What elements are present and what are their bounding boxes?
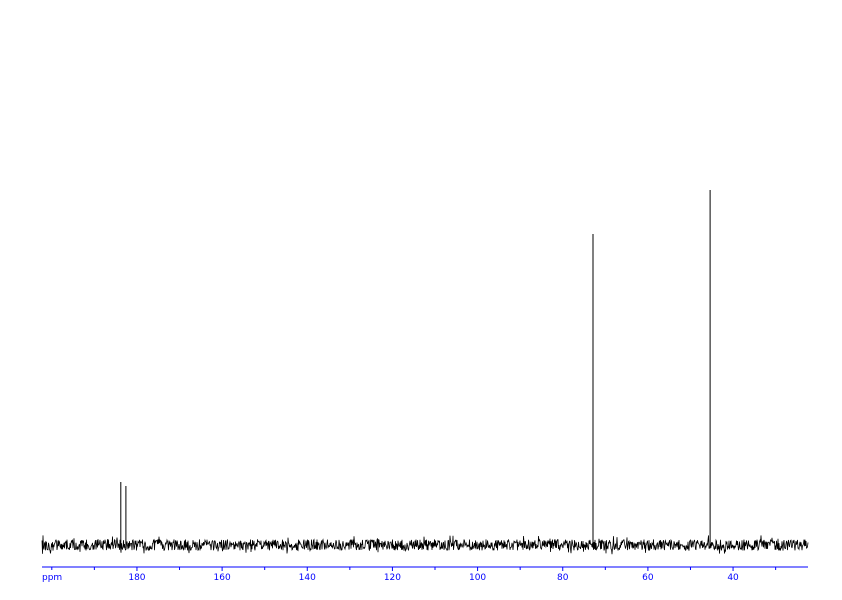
tick-label: 60 — [642, 573, 654, 583]
tick-label: 120 — [384, 573, 401, 583]
tick-label: 140 — [299, 573, 316, 583]
noise-baseline — [41, 535, 809, 555]
tick-label: 180 — [128, 573, 145, 583]
tick-label: 160 — [214, 573, 231, 583]
tick-label: 100 — [469, 573, 486, 583]
tick-label: 40 — [727, 573, 739, 583]
x-axis: 180 160 140 120 100 80 60 40 ppm — [42, 566, 808, 583]
tick-label: 80 — [557, 573, 569, 583]
x-axis-label: ppm — [42, 573, 62, 583]
spectrum-trace — [41, 190, 809, 555]
